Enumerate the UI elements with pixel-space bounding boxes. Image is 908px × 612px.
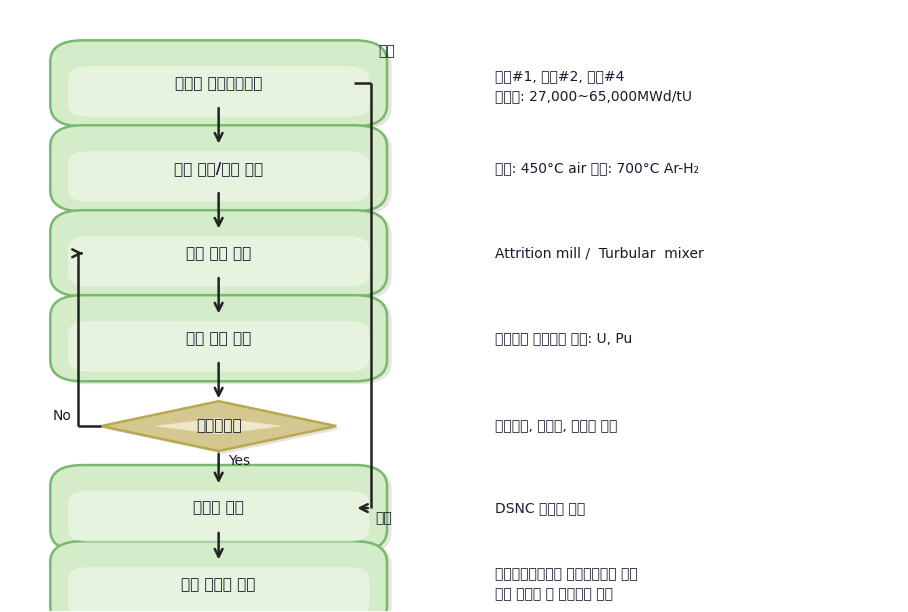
FancyBboxPatch shape [54, 468, 391, 554]
FancyBboxPatch shape [68, 321, 370, 371]
Text: 균질도평가: 균질도평가 [196, 419, 242, 433]
FancyBboxPatch shape [50, 40, 387, 127]
Text: 신뢰수준, 반복성, 재현성 평가: 신뢰수준, 반복성, 재현성 평가 [495, 419, 617, 433]
Text: DSNC 중성자 계측: DSNC 중성자 계측 [495, 501, 585, 515]
Text: 균질 혼합 처리: 균질 혼합 처리 [186, 246, 252, 261]
FancyBboxPatch shape [54, 298, 391, 384]
FancyBboxPatch shape [68, 151, 370, 202]
FancyBboxPatch shape [54, 213, 391, 299]
Text: No: No [53, 409, 71, 423]
FancyBboxPatch shape [68, 236, 370, 286]
Text: 비교: 비교 [375, 511, 392, 525]
Polygon shape [154, 418, 283, 435]
FancyBboxPatch shape [50, 465, 387, 551]
Text: 반복 산화/환원 처리: 반복 산화/환원 처리 [174, 161, 263, 176]
FancyBboxPatch shape [54, 544, 391, 612]
FancyBboxPatch shape [68, 491, 370, 542]
Text: 교정 관계식 확립: 교정 관계식 확립 [182, 577, 256, 592]
FancyBboxPatch shape [68, 66, 370, 117]
FancyBboxPatch shape [54, 128, 391, 214]
FancyBboxPatch shape [50, 125, 387, 211]
Text: 핵분열성 동위원소 측정: U, Pu: 핵분열성 동위원소 측정: U, Pu [495, 331, 632, 345]
FancyBboxPatch shape [50, 211, 387, 296]
Text: Attrition mill /  Turbular  mixer: Attrition mill / Turbular mixer [495, 246, 704, 260]
Text: 고리#1, 울진#2, 영광#4
연소도: 27,000~65,000MWd/tU: 고리#1, 울진#2, 영광#4 연소도: 27,000~65,000MWd/t… [495, 69, 692, 103]
Text: 화학 성분 분석: 화학 성분 분석 [186, 330, 252, 346]
FancyBboxPatch shape [50, 541, 387, 612]
Text: 산화: 450°C air 환원: 700°C Ar-H₂: 산화: 450°C air 환원: 700°C Ar-H₂ [495, 162, 699, 176]
Text: 비파괴 분석: 비파괴 분석 [193, 501, 244, 515]
Polygon shape [105, 404, 340, 454]
FancyBboxPatch shape [68, 567, 370, 612]
Text: 기존: 기존 [378, 45, 395, 59]
FancyBboxPatch shape [50, 295, 387, 381]
FancyBboxPatch shape [54, 43, 391, 129]
Text: Yes: Yes [228, 454, 250, 468]
Polygon shape [101, 401, 336, 451]
Text: 건식재가공시편과 사용후핵연료 비교
측정 불확도 및 유효기간 규정: 건식재가공시편과 사용후핵연료 비교 측정 불확도 및 유효기간 규정 [495, 567, 637, 602]
Text: 경수로 사용후핵연료: 경수로 사용후핵연료 [175, 76, 262, 91]
